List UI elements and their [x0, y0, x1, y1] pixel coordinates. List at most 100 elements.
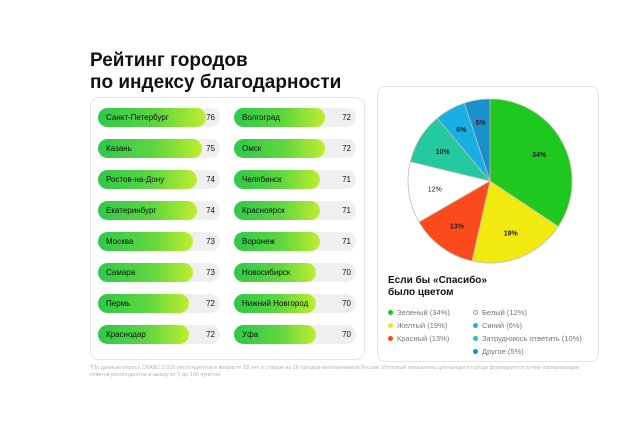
city-name: Уфа [242, 330, 259, 339]
city-name: Новосибирск [242, 268, 291, 277]
legend-item: Затрудняюсь ответить (10%) [473, 333, 582, 345]
pie-slice-2 [471, 180, 559, 264]
city-score: 70 [342, 330, 351, 339]
rating-row: Москва 73 [98, 232, 220, 251]
rating-row: Самара 73 [98, 263, 220, 282]
city-name: Волгоград [242, 113, 280, 122]
city-rating-card: Санкт-Петербург 76 Казань 75 Ростов-на-Дону 7… [90, 97, 365, 360]
city-score: 72 [206, 330, 215, 339]
color-pie-card: 34% 19% 13% 12% 10% 6% 5% Если бы «Спасибо» бы… [377, 86, 599, 362]
city-score: 73 [206, 237, 215, 246]
city-name: Нижний Новгород [242, 299, 309, 308]
city-name: Пермь [106, 299, 131, 308]
city-score: 72 [342, 144, 351, 153]
pie-slice-label: 6% [456, 127, 467, 134]
pie-slice-label: 5% [476, 120, 487, 127]
rating-row: Пермь 72 [98, 294, 220, 313]
rating-row: Краснодар 72 [98, 325, 220, 344]
legend-color-dot-icon [388, 336, 393, 341]
rating-bar [234, 201, 321, 220]
rating-bar [98, 232, 193, 251]
rating-bar [234, 263, 316, 282]
city-name: Москва [106, 237, 134, 246]
legend-color-dot-icon [473, 349, 478, 354]
rating-bar [234, 294, 316, 313]
rating-bar [234, 108, 325, 127]
rating-row: Екатеринбург 74 [98, 201, 220, 220]
rating-row: Санкт-Петербург 76 [98, 108, 220, 127]
rating-bar [98, 263, 193, 282]
city-score: 70 [342, 299, 351, 308]
rating-row: Уфа 70 [234, 325, 356, 344]
legend-item: Другое (5%) [473, 346, 524, 358]
rating-bar [234, 325, 316, 344]
legend-item: Зеленый (34%) [388, 307, 450, 319]
city-name: Санкт-Петербург [106, 113, 169, 122]
rating-row: Новосибирск 70 [234, 263, 356, 282]
city-name: Омск [242, 144, 262, 153]
pie-title: Если бы «Спасибо» было цветом [388, 275, 588, 299]
legend-item: Синий (6%) [473, 320, 522, 332]
rating-row: Казань 75 [98, 139, 220, 158]
city-score: 75 [206, 144, 215, 153]
city-score: 70 [342, 268, 351, 277]
city-score: 76 [206, 113, 215, 122]
city-name: Воронеж [242, 237, 275, 246]
rating-row: Волгоград 72 [234, 108, 356, 127]
pie-slice-label: 12% [428, 186, 442, 193]
rating-row: Красноярск 71 [234, 201, 356, 220]
city-score: 74 [206, 206, 215, 215]
pie-slice-label: 19% [504, 230, 519, 237]
city-name: Самара [106, 268, 136, 277]
rating-bar [98, 139, 202, 158]
legend-label: Зеленый (34%) [397, 308, 450, 317]
pie-slice-3 [418, 180, 491, 262]
legend-label: Синий (6%) [482, 321, 523, 330]
rating-bar [98, 170, 198, 189]
pie-slice-label: 34% [532, 152, 547, 159]
city-score: 71 [342, 206, 351, 215]
legend-label: Желтый (19%) [397, 321, 448, 330]
page-title-line-1: Рейтинг городов [90, 50, 248, 71]
city-score: 71 [342, 237, 351, 246]
rating-bar [234, 232, 321, 251]
legend-label: Красный (13%) [397, 334, 450, 343]
city-name: Красноярск [242, 206, 285, 215]
city-name: Казань [106, 144, 132, 153]
legend-color-dot-icon [388, 310, 393, 315]
city-name: Краснодар [106, 330, 146, 339]
legend-item: Белый (12%) [473, 307, 527, 319]
pie-chart: 34% 19% 13% 12% 10% 6% 5% [407, 98, 573, 264]
rating-column-left: Санкт-Петербург 76 Казань 75 Ростов-на-Дону 7… [98, 108, 220, 356]
legend-label: Другое (5%) [482, 347, 524, 356]
legend-color-dot-icon [388, 323, 393, 328]
pie-slice-label: 10% [436, 149, 451, 156]
rating-row: Воронеж 71 [234, 232, 356, 251]
legend-item: Красный (13%) [388, 333, 449, 345]
rating-row: Ростов-на-Дону 74 [98, 170, 220, 189]
rating-row: Нижний Новгород 70 [234, 294, 356, 313]
legend-color-dot-icon [473, 323, 478, 328]
city-name: Екатеринбург [106, 206, 157, 215]
legend-label: Затрудняюсь ответить (10%) [482, 334, 582, 343]
rating-column-right: Волгоград 72 Омск 72 Челябинск 71 Красноярск 71… [234, 108, 356, 356]
pie-slice-label: 13% [450, 223, 465, 230]
page-title-line-2: по индексу благодарности [90, 72, 342, 93]
legend-color-dot-icon [473, 336, 478, 341]
legend-color-dot-icon [473, 310, 478, 315]
city-score: 72 [342, 113, 351, 122]
rating-bar [234, 170, 321, 189]
pie-legend: Зеленый (34%) Желтый (19%) Красный (13%) Бе… [388, 307, 593, 357]
city-name: Челябинск [242, 175, 282, 184]
footnote: *По данным опроса СКАВС 3 516 респондент… [90, 365, 579, 378]
rating-row: Челябинск 71 [234, 170, 356, 189]
legend-item: Желтый (19%) [388, 320, 447, 332]
city-score: 71 [342, 175, 351, 184]
rating-bar [98, 294, 189, 313]
legend-label: Белый (12%) [482, 308, 527, 317]
rating-bar [98, 325, 189, 344]
pie-slice-4 [407, 161, 492, 223]
pie-slice-7 [463, 98, 491, 182]
pie-title-line-2: было цветом [388, 287, 454, 298]
page-title: Рейтинг городов по индексу благодарности [90, 50, 390, 94]
